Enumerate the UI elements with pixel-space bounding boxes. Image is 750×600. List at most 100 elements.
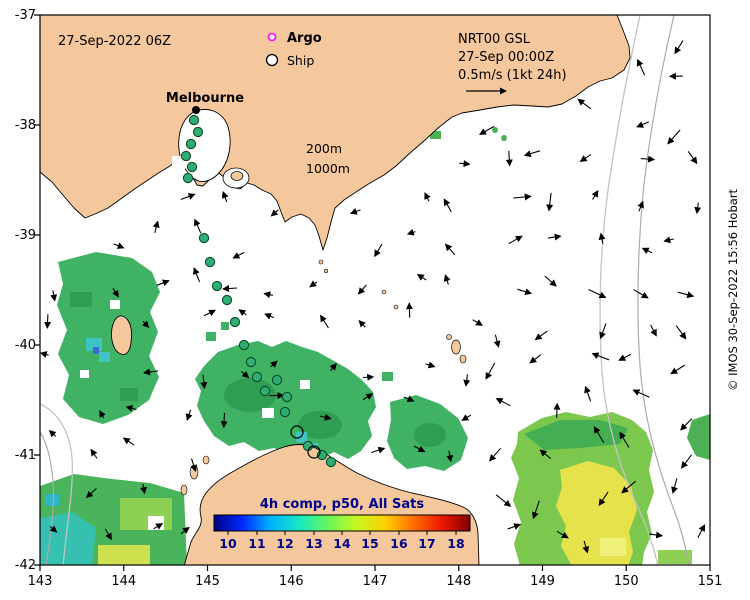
current-vector	[588, 289, 607, 299]
colorbar-tick: 15	[361, 536, 378, 551]
current-vector	[493, 334, 501, 348]
flinders-island	[451, 339, 461, 355]
land-layer	[40, 15, 631, 565]
track-dot	[279, 406, 291, 418]
current-vector	[472, 319, 483, 326]
current-vector	[371, 446, 386, 454]
sst-patch	[600, 538, 626, 556]
current-vector	[489, 447, 502, 462]
current-vector-field	[40, 40, 706, 554]
current-vector	[621, 480, 636, 494]
melbourne-marker	[192, 106, 200, 114]
current-vector	[40, 351, 49, 358]
flinders-island	[459, 354, 467, 364]
mainland-australia	[40, 15, 631, 251]
current-vector	[270, 209, 279, 217]
track-dot	[245, 356, 257, 368]
current-vector	[534, 330, 548, 341]
current-vector	[546, 192, 554, 212]
hunter-island	[202, 455, 210, 465]
sst-patch	[501, 135, 507, 141]
current-vector	[50, 290, 58, 302]
current-vector	[513, 193, 532, 201]
current-vector	[153, 523, 164, 530]
current-vector	[579, 154, 592, 162]
current-vector	[531, 500, 540, 520]
current-vector	[675, 325, 687, 340]
current-vector	[349, 208, 361, 215]
x-tick-label: 143	[28, 574, 53, 589]
sst-patch	[98, 545, 150, 565]
flinders-island	[446, 334, 452, 340]
king-island	[111, 315, 133, 355]
current-vector	[309, 280, 318, 288]
current-vector	[507, 523, 522, 530]
current-vector	[443, 274, 451, 285]
current-vector	[677, 291, 695, 299]
current-vector	[529, 354, 542, 364]
contour-200m	[40, 403, 73, 565]
y-axis-ticks	[34, 14, 40, 566]
track-dot	[238, 339, 250, 351]
current-vector	[640, 155, 656, 163]
current-vector	[461, 414, 472, 421]
current-vector	[671, 478, 678, 494]
current-vector	[180, 193, 196, 201]
melbourne-label: Melbourne	[166, 91, 244, 106]
argo-legend-icon	[267, 32, 277, 42]
sst-hole	[262, 408, 274, 418]
hogan-island	[381, 289, 387, 295]
current-vector	[674, 40, 684, 55]
timestamp-label: 27-Sep-2022 06Z	[58, 34, 171, 49]
current-vector	[632, 389, 650, 398]
current-vector	[479, 125, 495, 135]
colorbar-tick: 11	[248, 536, 265, 551]
kent-island	[393, 304, 399, 310]
current-vector	[680, 418, 693, 431]
sst-patch	[221, 322, 229, 330]
track-dot	[259, 385, 271, 397]
current-vector	[190, 458, 198, 473]
current-vector	[270, 360, 278, 368]
current-vector	[194, 218, 202, 234]
y-tick-label: -38	[15, 118, 36, 133]
argo-legend-label: Argo	[287, 31, 322, 46]
current-vector	[619, 431, 630, 448]
sst-hole	[300, 380, 310, 389]
y-tick-label: -37	[15, 8, 36, 23]
current-vector	[582, 540, 590, 554]
track-dot	[198, 232, 210, 244]
current-vector	[459, 160, 471, 168]
current-vector	[143, 368, 159, 376]
track-dot	[182, 172, 194, 184]
track-dot	[281, 391, 293, 403]
current-vector	[320, 314, 329, 329]
track-dot	[185, 138, 197, 150]
current-vector	[104, 528, 112, 541]
current-vector	[85, 488, 97, 499]
sst-patch	[93, 347, 99, 354]
sst-patch	[45, 494, 59, 506]
current-vector	[443, 198, 452, 213]
sst-patch	[99, 352, 110, 362]
x-tick-label: 146	[279, 574, 304, 589]
contour-1000m	[637, 15, 690, 565]
x-tick-label: 147	[363, 574, 388, 589]
current-vector	[505, 150, 513, 167]
sst-patch	[524, 420, 628, 450]
current-vector	[463, 374, 471, 387]
y-tick-label: -41	[15, 448, 36, 463]
current-vector	[125, 405, 137, 412]
colorbar-tick: 10	[219, 536, 237, 551]
current-vector	[90, 448, 98, 459]
current-vector	[591, 352, 610, 361]
sst-hole	[110, 300, 120, 309]
track-dot	[221, 294, 233, 306]
track-dot	[271, 374, 283, 386]
current-vector	[495, 398, 511, 407]
current-vector	[599, 323, 607, 340]
y-tick-label: -39	[15, 228, 36, 243]
current-vector	[44, 314, 52, 329]
x-tick-label: 149	[530, 574, 555, 589]
